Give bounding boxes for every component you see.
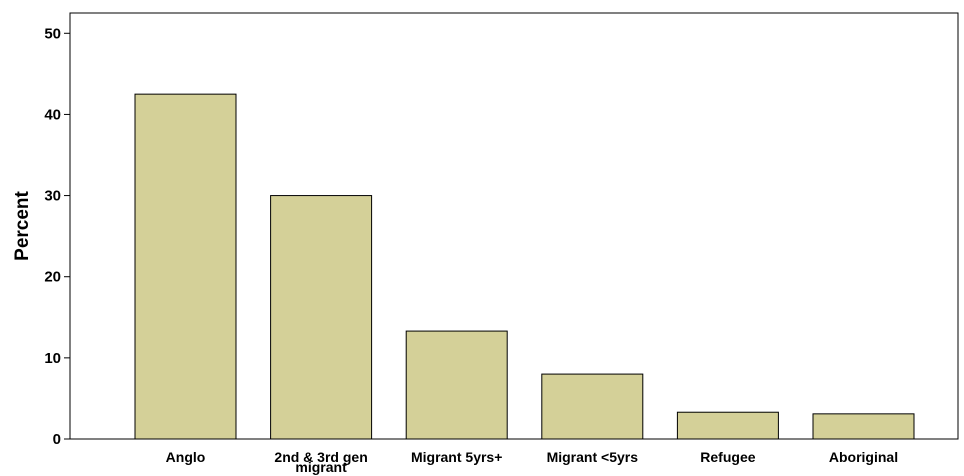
y-tick-label: 10 <box>44 350 61 367</box>
y-axis-title: Percent <box>12 190 33 260</box>
x-tick-label-line: Anglo <box>166 449 206 465</box>
y-tick-label: 40 <box>44 106 61 123</box>
y-tick-label: 30 <box>44 188 61 205</box>
x-tick-label: Anglo <box>166 449 206 465</box>
x-tick-label-line: Migrant <5yrs <box>547 449 639 465</box>
bar <box>676 411 779 440</box>
plot-frame <box>69 12 959 440</box>
bar <box>134 93 237 440</box>
x-tick-label-line: Migrant 5yrs+ <box>411 449 502 465</box>
x-tick-label-line: Aboriginal <box>829 449 898 465</box>
x-axis-labels: Anglo 2nd & 3rd gen migrant Migrant 5yrs+ Mi… <box>166 449 898 475</box>
bars <box>134 93 915 440</box>
x-tick-label: 2nd & 3rd gen migrant <box>274 449 367 475</box>
x-tick-label-line: Refugee <box>700 449 755 465</box>
y-tick-label: 0 <box>53 431 61 448</box>
x-tick-label: Refugee <box>700 449 755 465</box>
x-tick-label-line: 2nd & 3rd gen <box>274 449 367 465</box>
bar <box>270 195 373 440</box>
x-tick-label: Aboriginal <box>829 449 898 465</box>
x-tick-label: Migrant 5yrs+ <box>411 449 502 465</box>
bar <box>405 330 508 440</box>
x-tick-label: Migrant <5yrs <box>547 449 639 465</box>
y-tick-label: 20 <box>44 269 61 286</box>
x-tick-label-line: migrant <box>295 459 347 475</box>
bar <box>541 373 644 440</box>
y-tick-label: 50 <box>44 25 61 42</box>
y-axis: 0 10 20 30 40 50 <box>44 25 70 448</box>
bar <box>812 413 915 440</box>
